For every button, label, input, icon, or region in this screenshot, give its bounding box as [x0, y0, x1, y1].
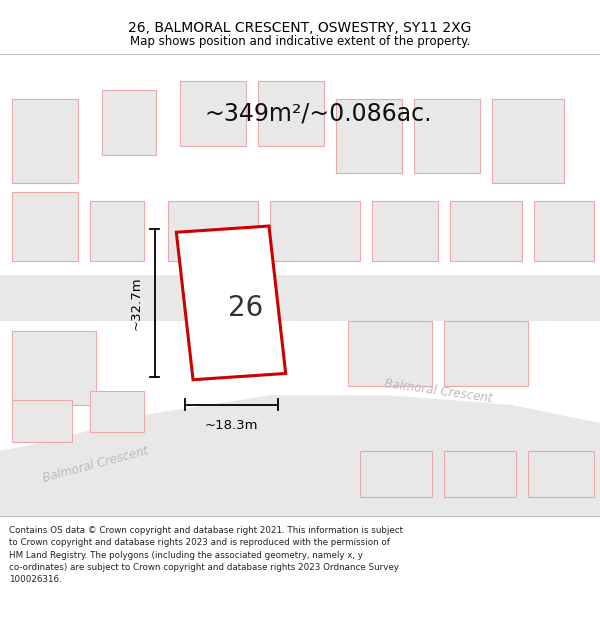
Text: Contains OS data © Crown copyright and database right 2021. This information is : Contains OS data © Crown copyright and d… — [9, 526, 403, 584]
Text: ~18.3m: ~18.3m — [204, 419, 258, 432]
Text: Map shows position and indicative extent of the property.: Map shows position and indicative extent… — [130, 36, 470, 48]
Text: ~32.7m: ~32.7m — [130, 276, 143, 330]
Text: 26: 26 — [229, 294, 263, 321]
Text: 26, BALMORAL CRESCENT, OSWESTRY, SY11 2XG: 26, BALMORAL CRESCENT, OSWESTRY, SY11 2X… — [128, 21, 472, 34]
Polygon shape — [12, 331, 96, 404]
Polygon shape — [12, 99, 78, 182]
Polygon shape — [534, 201, 594, 261]
Polygon shape — [12, 192, 78, 261]
Polygon shape — [180, 81, 246, 146]
Text: ~349m²/~0.086ac.: ~349m²/~0.086ac. — [204, 101, 432, 125]
Polygon shape — [336, 99, 402, 173]
Polygon shape — [348, 321, 432, 386]
Polygon shape — [168, 201, 258, 261]
Polygon shape — [0, 396, 600, 516]
Polygon shape — [444, 321, 528, 386]
Polygon shape — [444, 451, 516, 497]
Polygon shape — [0, 275, 600, 321]
Polygon shape — [528, 451, 594, 497]
Polygon shape — [102, 90, 156, 155]
Text: Balmoral Crescent: Balmoral Crescent — [42, 444, 150, 485]
Polygon shape — [12, 400, 72, 442]
Polygon shape — [492, 99, 564, 182]
Polygon shape — [372, 201, 438, 261]
Polygon shape — [176, 226, 286, 380]
Polygon shape — [90, 201, 144, 261]
Polygon shape — [270, 201, 360, 261]
Polygon shape — [360, 451, 432, 497]
Polygon shape — [450, 201, 522, 261]
Text: Balmoral Crescent: Balmoral Crescent — [383, 377, 493, 405]
Polygon shape — [90, 391, 144, 432]
Polygon shape — [258, 81, 324, 146]
Polygon shape — [414, 99, 480, 173]
